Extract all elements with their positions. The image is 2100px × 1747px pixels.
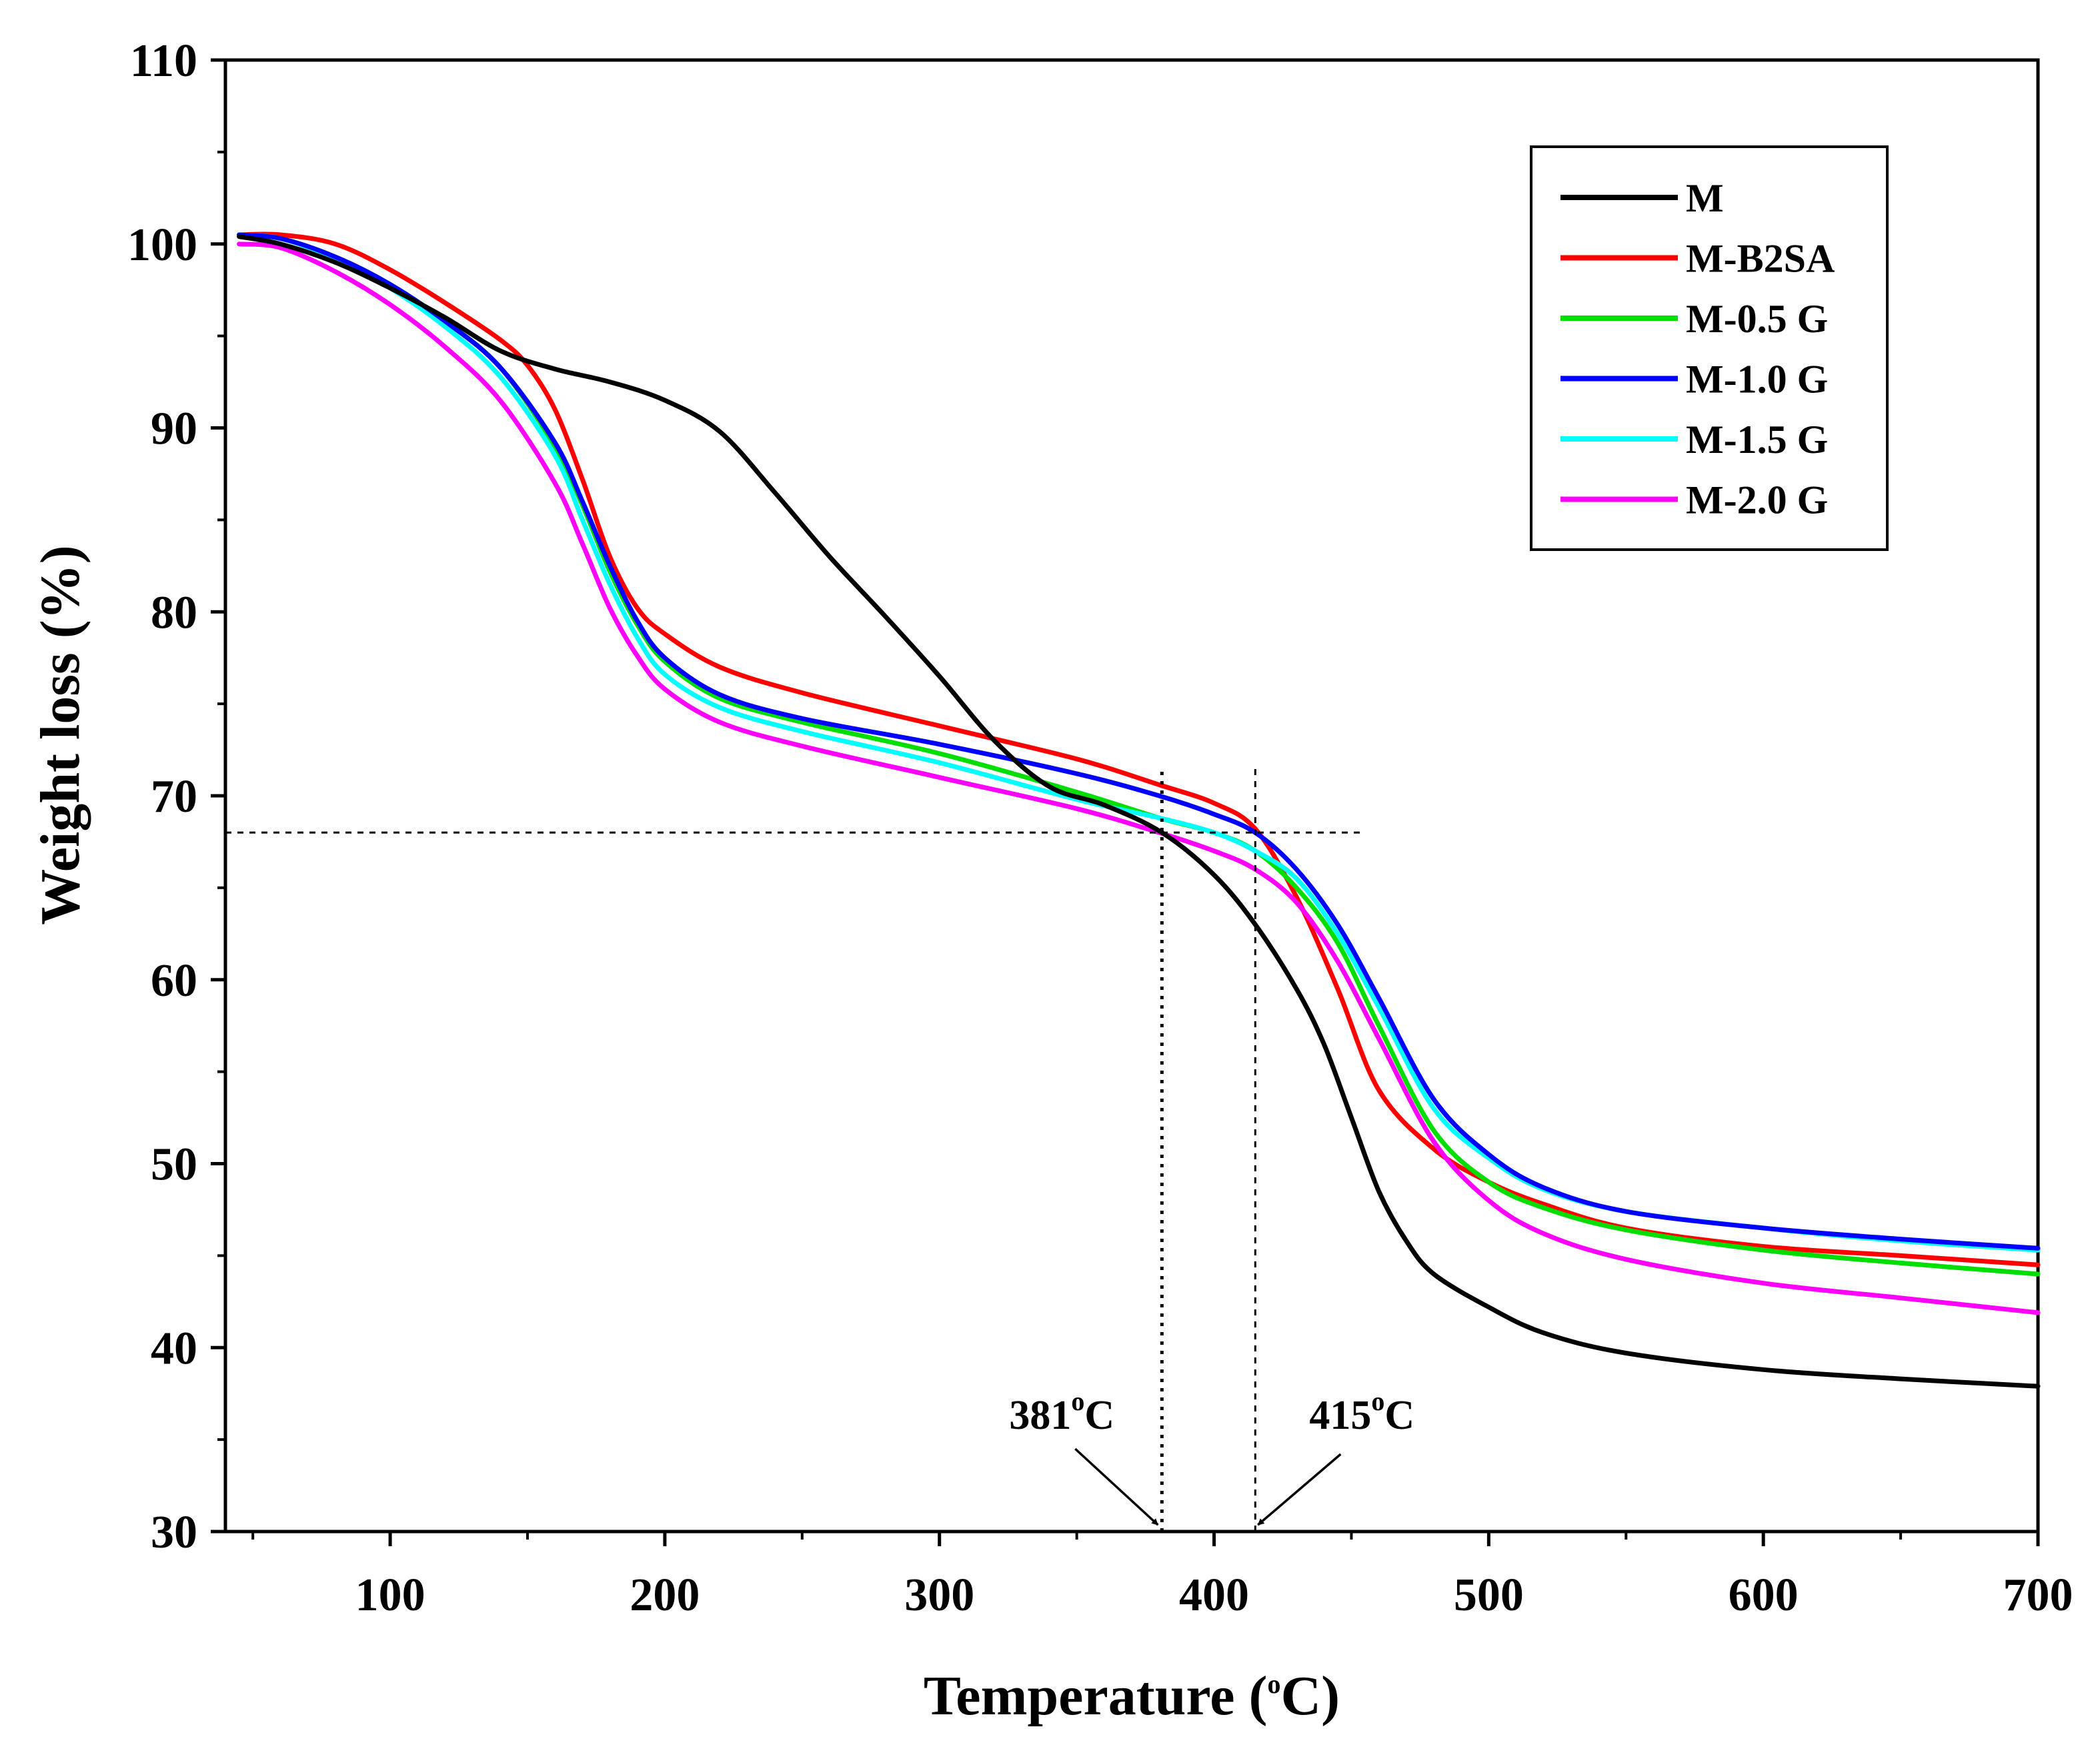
axis-ticks: 30 40 50 60 70 80 90 100 110 100 200 300 400 500 600 70… (127, 35, 2073, 1621)
y-tick-label: 40 (151, 1323, 197, 1374)
legend-label-m-0-5-g: M-0.5 G (1686, 297, 1828, 341)
annotation-415c: 415oC (1309, 1386, 1414, 1438)
y-tick-label: 110 (130, 35, 197, 87)
legend-items: M M-B2SA M-0.5 G M-1.0 G M-1.5 G M-2.0 G (1560, 176, 1835, 522)
x-axis-title: Temperature (oC) (924, 1665, 1340, 1727)
legend: M M-B2SA M-0.5 G M-1.0 G M-1.5 G M-2.0 G (1530, 145, 1889, 551)
y-tick-label: 30 (151, 1507, 197, 1558)
legend-box (1530, 145, 1889, 551)
y-tick-label: 80 (151, 587, 197, 638)
x-tick-label: 700 (2003, 1570, 2073, 1621)
x-tick-label: 500 (1454, 1570, 1524, 1621)
x-tick-label: 300 (904, 1570, 974, 1621)
series-line-m (237, 234, 2041, 1389)
series-line-m-1-0-g (237, 232, 2041, 1251)
y-tick-label: 100 (127, 219, 197, 271)
reference-lines (225, 768, 1366, 1532)
legend-label-m-1-0-g: M-1.0 G (1686, 358, 1828, 402)
legend-label-m: M (1686, 176, 1724, 220)
series-line-m-b2sa (237, 231, 2041, 1267)
y-tick-label: 50 (151, 1139, 197, 1191)
series-line-m-2-0-g (237, 241, 2041, 1315)
x-tick-label: 400 (1179, 1570, 1249, 1621)
legend-label-m-1-5-g: M-1.5 G (1686, 418, 1828, 462)
y-tick-label: 90 (151, 404, 197, 455)
y-tick-label: 70 (151, 771, 197, 822)
legend-label-m-2-0-g: M-2.0 G (1686, 478, 1828, 522)
x-tick-label: 200 (630, 1570, 700, 1621)
x-tick-label: 600 (1729, 1570, 1799, 1621)
x-tick-label: 100 (355, 1570, 425, 1621)
y-axis-title: Weight loss (%) (29, 545, 91, 925)
y-tick-label: 60 (151, 955, 197, 1007)
annotation-415c-arrow (1257, 1453, 1342, 1526)
annotation-381c-arrow (1074, 1447, 1159, 1526)
series-lines (237, 231, 2041, 1389)
legend-label-m-b2sa: M-B2SA (1686, 237, 1835, 281)
annotation-381c: 381oC (1009, 1386, 1114, 1438)
